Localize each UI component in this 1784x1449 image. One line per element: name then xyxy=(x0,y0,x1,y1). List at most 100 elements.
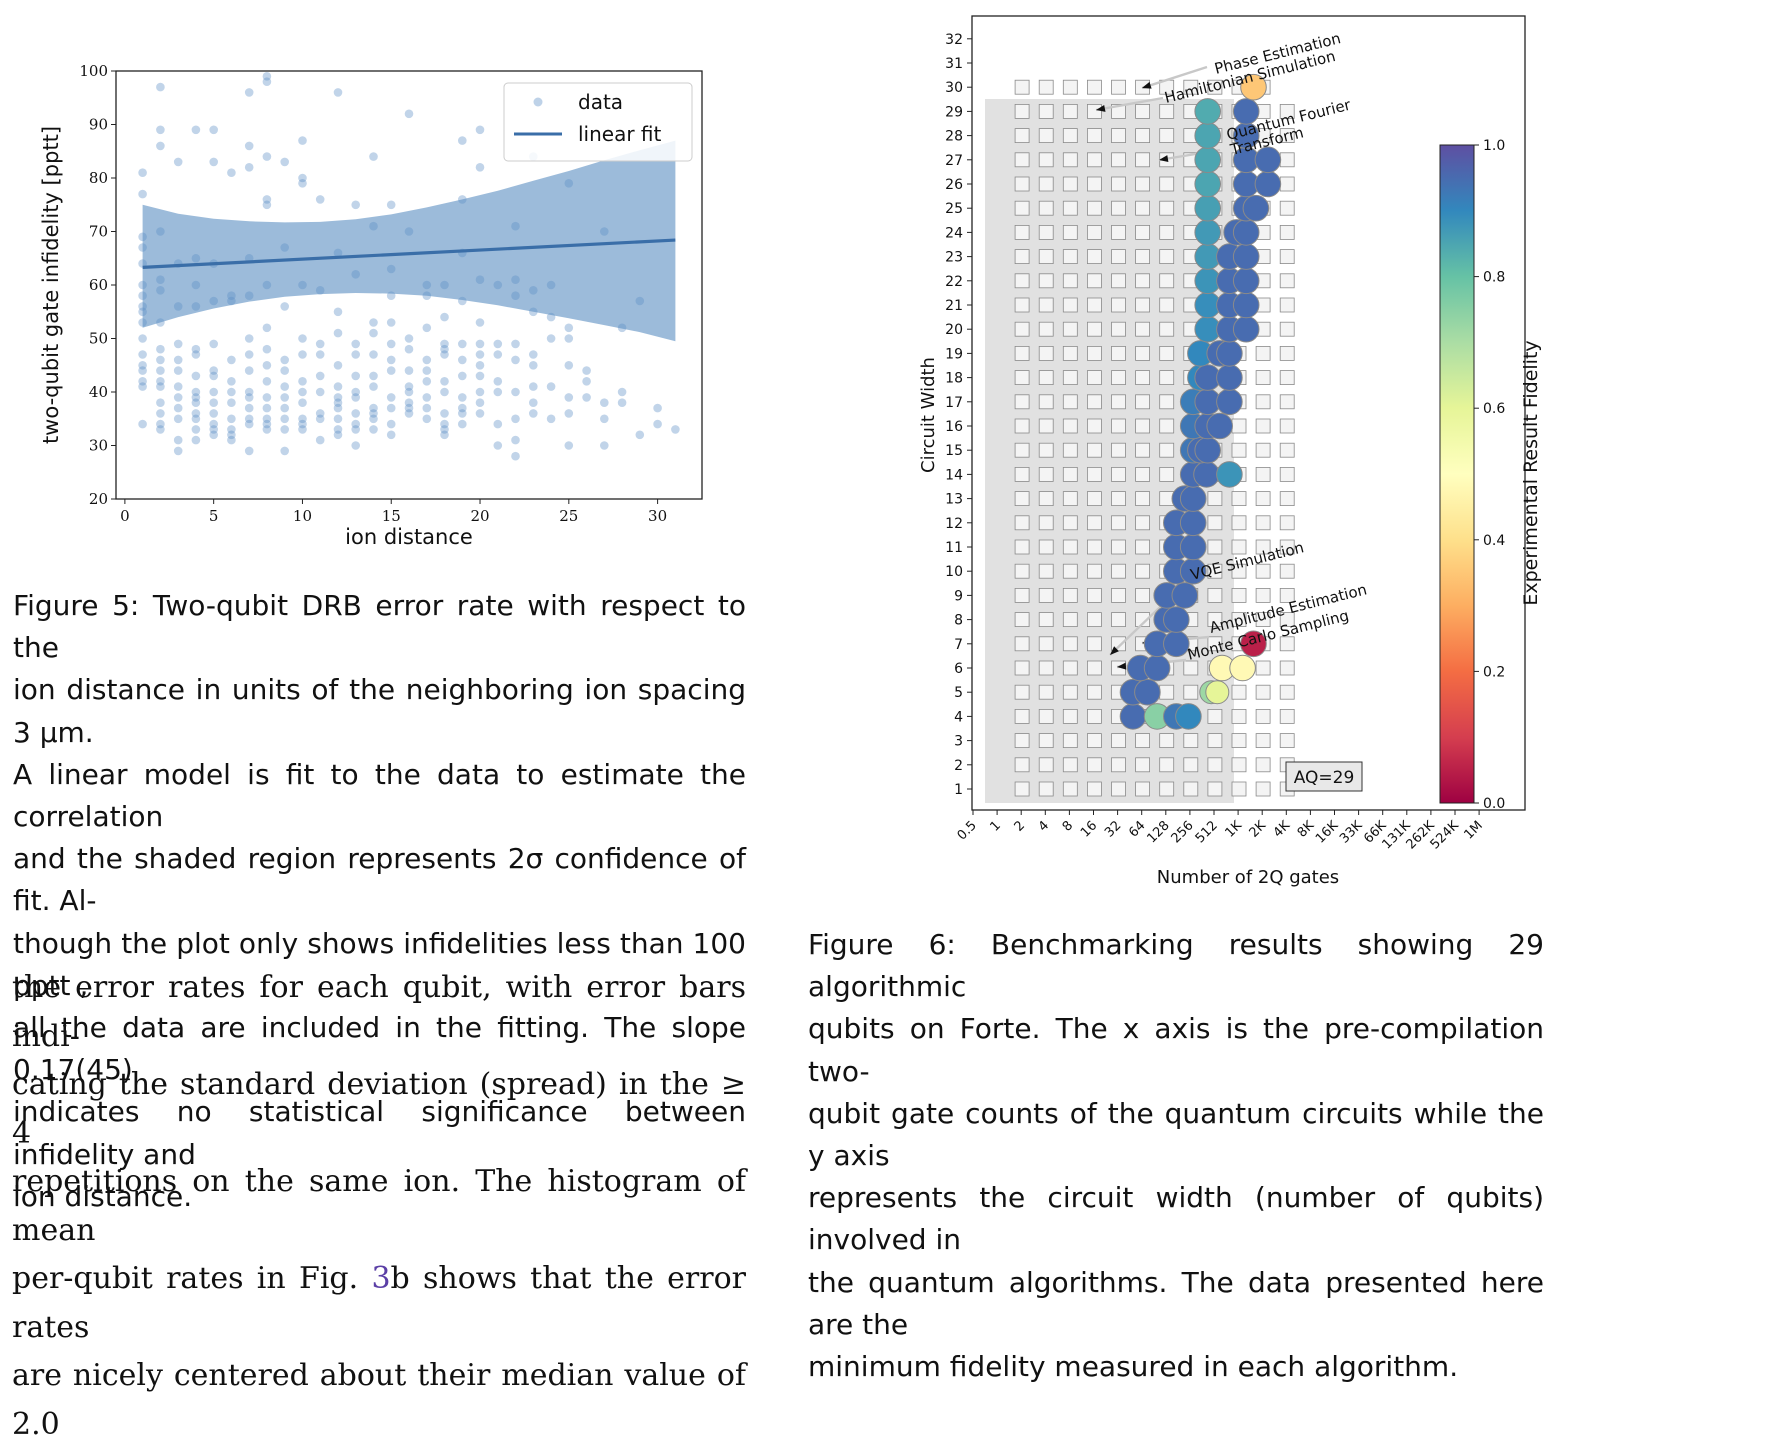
fig6-empty-cell xyxy=(1255,781,1271,797)
fig5-data-point xyxy=(422,377,432,386)
fig6-empty-cell xyxy=(1279,733,1295,748)
fig6-empty-cell xyxy=(1086,224,1102,240)
fig6-data-point xyxy=(1179,485,1207,512)
fig5-caption-line: A linear model is fit to the data to est… xyxy=(13,757,746,834)
fig6-empty-cell xyxy=(1231,733,1247,748)
fig5-data-point xyxy=(298,414,307,424)
fig6-colorbar-tick-label: 0.4 xyxy=(1483,533,1505,549)
fig6-empty-cell xyxy=(1038,636,1054,652)
fig6-empty-cell xyxy=(1231,709,1247,724)
fig5-legend-data-label: data xyxy=(578,90,623,114)
fig5-data-point xyxy=(440,425,449,434)
fig6-empty-cell xyxy=(1038,370,1054,386)
fig5-data-point xyxy=(386,355,396,365)
fig6-annotation-arrow-head xyxy=(1159,155,1169,162)
fig5-data-point xyxy=(369,152,378,161)
fig6-empty-cell xyxy=(1062,224,1078,240)
fig5-data-point xyxy=(475,398,485,408)
fig5-data-point xyxy=(280,446,289,456)
fig6-empty-cell xyxy=(1279,684,1295,700)
fig6-y-tick-label: 17 xyxy=(945,395,963,411)
fig6-empty-cell xyxy=(1111,612,1126,627)
fig6-empty-cell xyxy=(1111,370,1126,386)
fig6-empty-cell xyxy=(1231,781,1247,797)
fig6-empty-cell xyxy=(1183,733,1199,748)
fig6-data-point xyxy=(1229,654,1256,682)
fig5-data-point xyxy=(369,414,378,424)
fig5-data-point xyxy=(386,419,396,429)
fig6-annotation-arrow-line xyxy=(1141,65,1208,90)
fig6-empty-cell xyxy=(1062,297,1078,313)
fig6-empty-cell xyxy=(1111,491,1126,507)
fig6-empty-cell xyxy=(1111,152,1126,168)
fig5-data-point xyxy=(298,398,307,408)
fig6-empty-cell xyxy=(1014,491,1030,507)
fig6-empty-cell xyxy=(1086,539,1102,555)
fig5-data-point xyxy=(617,387,627,397)
fig6-empty-cell xyxy=(1111,297,1126,313)
fig5-data-point xyxy=(262,393,272,402)
figure-reference-link[interactable]: 3 xyxy=(371,1261,391,1296)
fig6-x-axis-label: Number of 2Q gates xyxy=(1157,867,1339,888)
fig6-empty-cell xyxy=(1014,370,1030,386)
fig6-empty-cell xyxy=(1038,588,1054,603)
fig6-y-tick-label: 22 xyxy=(945,274,963,290)
fig5-legend: data linear fit xyxy=(503,82,693,162)
fig5-data-point xyxy=(244,393,254,402)
fig6-x-tick-label: 2 xyxy=(1012,818,1028,834)
fig5-data-point xyxy=(351,419,361,429)
fig6-empty-cell xyxy=(1135,273,1151,289)
fig6-empty-cell xyxy=(1086,249,1102,265)
fig5-data-point xyxy=(138,419,147,429)
fig6-data-point xyxy=(1232,291,1260,319)
fig6-empty-cell xyxy=(1279,539,1295,555)
fig5-data-point xyxy=(440,409,449,418)
fig6-empty-cell xyxy=(1159,273,1175,289)
fig6-empty-cell xyxy=(1255,563,1271,579)
fig6-caption-line: the quantum algorithms. The data present… xyxy=(808,1265,1544,1341)
fig6-empty-cell xyxy=(1111,249,1126,265)
fig6-empty-cell xyxy=(1231,515,1247,531)
fig6-empty-cell xyxy=(1014,79,1030,95)
fig5-data-point xyxy=(529,361,538,370)
fig5-data-point xyxy=(227,296,236,306)
fig6-x-tick-label: 0.5 xyxy=(955,818,980,843)
fig6-empty-cell xyxy=(1279,370,1295,386)
fig5-data-point xyxy=(173,157,183,167)
fig6-empty-cell xyxy=(1086,79,1102,95)
fig6-empty-cell xyxy=(1135,442,1151,458)
fig5-data-point xyxy=(156,344,165,354)
fig5-data-point xyxy=(298,425,307,434)
fig5-data-point xyxy=(511,221,520,231)
fig6-empty-cell xyxy=(1159,345,1175,361)
fig6-empty-cell xyxy=(1135,491,1151,507)
fig5-data-point xyxy=(582,377,591,386)
fig5-data-point xyxy=(671,425,680,434)
fig5-data-point xyxy=(351,339,361,349)
fig6-empty-cell xyxy=(1062,757,1078,773)
fig5-data-point xyxy=(315,371,325,381)
fig5-data-point xyxy=(315,339,325,349)
fig5-data-point xyxy=(315,286,325,295)
fig6-empty-cell xyxy=(1038,152,1054,168)
fig5-data-point xyxy=(209,296,218,306)
fig5-data-point xyxy=(227,387,236,397)
fig5-data-point xyxy=(600,414,609,424)
fig6-empty-cell xyxy=(1086,345,1102,361)
fig6-data-point xyxy=(1242,194,1270,222)
fig6-empty-cell xyxy=(1062,394,1078,410)
fig5-data-point xyxy=(493,441,503,450)
fig6-colorbar-tick-label: 0.0 xyxy=(1483,796,1505,812)
fig5-x-tick-label: 10 xyxy=(293,507,312,525)
fig5-data-point xyxy=(227,168,236,177)
fig6-empty-cell xyxy=(1038,684,1054,700)
fig5-data-point xyxy=(191,393,201,402)
fig6-caption-line: represents the circuit width (number of … xyxy=(808,1181,1544,1257)
fig5-data-point xyxy=(333,393,343,402)
fig5-data-point xyxy=(138,377,147,386)
fig5-data-point xyxy=(564,334,574,343)
fig5-data-point xyxy=(475,371,485,381)
fig5-data-point xyxy=(369,371,378,381)
fig6-data-point xyxy=(1232,267,1260,295)
fig5-data-point xyxy=(209,366,218,375)
